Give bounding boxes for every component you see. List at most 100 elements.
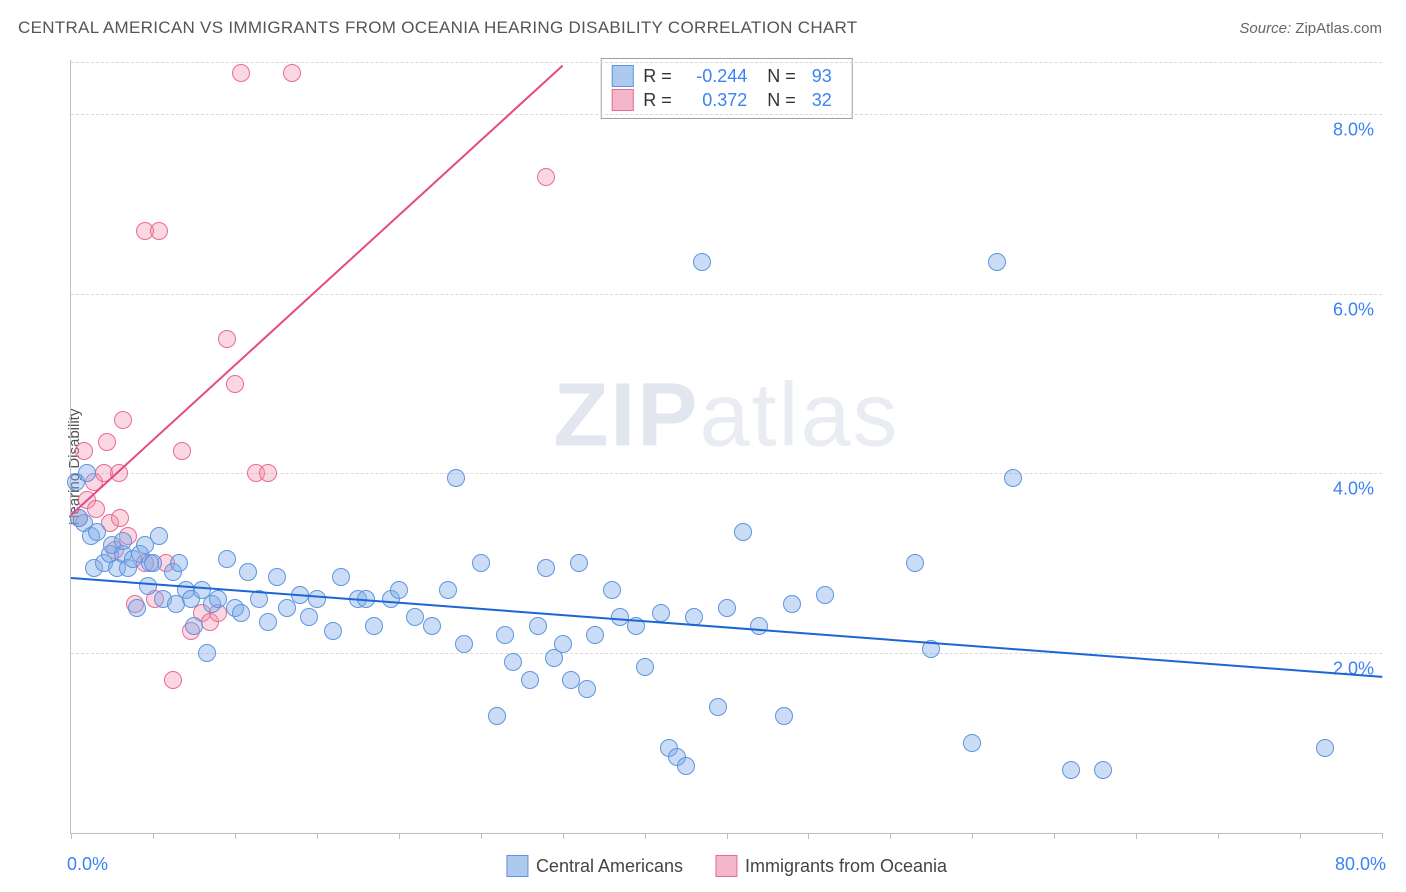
data-point-blue bbox=[521, 671, 539, 689]
x-tick bbox=[808, 833, 809, 839]
data-point-blue bbox=[570, 554, 588, 572]
data-point-blue bbox=[324, 622, 342, 640]
bottom-legend-item-pink: Immigrants from Oceania bbox=[715, 855, 947, 877]
legend-r-label: R = bbox=[643, 88, 673, 112]
data-point-blue bbox=[529, 617, 547, 635]
data-point-blue bbox=[906, 554, 924, 572]
data-point-pink bbox=[173, 442, 191, 460]
legend-row-blue: R =-0.244N =93 bbox=[611, 64, 840, 88]
x-tick bbox=[71, 833, 72, 839]
bottom-legend-label: Immigrants from Oceania bbox=[745, 856, 947, 877]
data-point-blue bbox=[332, 568, 350, 586]
bottom-legend-label: Central Americans bbox=[536, 856, 683, 877]
legend-r-value: 0.372 bbox=[683, 88, 747, 112]
x-tick bbox=[153, 833, 154, 839]
data-point-blue bbox=[239, 563, 257, 581]
data-point-pink bbox=[98, 433, 116, 451]
watermark-part2: atlas bbox=[699, 365, 899, 465]
legend-n-value: 93 bbox=[812, 64, 840, 88]
data-point-blue bbox=[496, 626, 514, 644]
data-point-blue bbox=[718, 599, 736, 617]
data-point-pink bbox=[164, 671, 182, 689]
data-point-pink bbox=[150, 222, 168, 240]
data-point-blue bbox=[652, 604, 670, 622]
legend-n-value: 32 bbox=[812, 88, 840, 112]
data-point-blue bbox=[406, 608, 424, 626]
gridline bbox=[71, 62, 1382, 63]
x-tick bbox=[235, 833, 236, 839]
x-tick bbox=[890, 833, 891, 839]
data-point-pink bbox=[232, 64, 250, 82]
x-tick bbox=[972, 833, 973, 839]
x-tick bbox=[1054, 833, 1055, 839]
data-point-blue bbox=[170, 554, 188, 572]
data-point-pink bbox=[114, 411, 132, 429]
x-tick bbox=[399, 833, 400, 839]
data-point-blue bbox=[268, 568, 286, 586]
x-tick bbox=[1300, 833, 1301, 839]
series-legend: Central Americans Immigrants from Oceania bbox=[506, 855, 947, 877]
gridline bbox=[71, 114, 1382, 115]
data-point-blue bbox=[1094, 761, 1112, 779]
data-point-blue bbox=[1316, 739, 1334, 757]
x-tick bbox=[727, 833, 728, 839]
data-point-blue bbox=[963, 734, 981, 752]
data-point-blue bbox=[709, 698, 727, 716]
data-point-blue bbox=[693, 253, 711, 271]
legend-n-label: N = bbox=[767, 64, 796, 88]
x-tick bbox=[317, 833, 318, 839]
data-point-blue bbox=[455, 635, 473, 653]
data-point-pink bbox=[259, 464, 277, 482]
legend-swatch-blue bbox=[611, 65, 633, 87]
x-tick bbox=[1382, 833, 1383, 839]
data-point-blue bbox=[232, 604, 250, 622]
bottom-legend-item-blue: Central Americans bbox=[506, 855, 683, 877]
data-point-blue bbox=[586, 626, 604, 644]
x-tick bbox=[1136, 833, 1137, 839]
plot-area: ZIPatlas R =-0.244N =93R =0.372N =32 Cen… bbox=[70, 60, 1382, 834]
data-point-blue bbox=[636, 658, 654, 676]
data-point-blue bbox=[537, 559, 555, 577]
x-tick-label-min: 0.0% bbox=[67, 854, 108, 875]
data-point-blue bbox=[775, 707, 793, 725]
data-point-pink bbox=[75, 442, 93, 460]
data-point-blue bbox=[209, 590, 227, 608]
data-point-blue bbox=[504, 653, 522, 671]
data-point-blue bbox=[562, 671, 580, 689]
data-point-blue bbox=[78, 464, 96, 482]
data-point-pink bbox=[537, 168, 555, 186]
data-point-blue bbox=[750, 617, 768, 635]
gridline bbox=[71, 294, 1382, 295]
y-tick-label: 8.0% bbox=[1333, 119, 1374, 140]
data-point-blue bbox=[816, 586, 834, 604]
source-value: ZipAtlas.com bbox=[1295, 20, 1382, 37]
x-tick bbox=[563, 833, 564, 839]
y-tick-label: 4.0% bbox=[1333, 479, 1374, 500]
correlation-legend: R =-0.244N =93R =0.372N =32 bbox=[600, 58, 853, 119]
chart-title: CENTRAL AMERICAN VS IMMIGRANTS FROM OCEA… bbox=[18, 18, 858, 38]
data-point-blue bbox=[144, 554, 162, 572]
data-point-blue bbox=[1004, 469, 1022, 487]
data-point-blue bbox=[603, 581, 621, 599]
legend-swatch-blue bbox=[506, 855, 528, 877]
legend-n-label: N = bbox=[767, 88, 796, 112]
data-point-blue bbox=[677, 757, 695, 775]
x-tick bbox=[1218, 833, 1219, 839]
data-point-blue bbox=[198, 644, 216, 662]
data-point-blue bbox=[88, 523, 106, 541]
data-point-blue bbox=[185, 617, 203, 635]
legend-r-label: R = bbox=[643, 64, 673, 88]
data-point-blue bbox=[300, 608, 318, 626]
legend-row-pink: R = 0.372 N = 32 bbox=[611, 88, 840, 112]
data-point-blue bbox=[1062, 761, 1080, 779]
data-point-blue bbox=[150, 527, 168, 545]
x-tick bbox=[481, 833, 482, 839]
data-point-blue bbox=[278, 599, 296, 617]
source-label: Source: bbox=[1239, 20, 1291, 37]
chart-source: Source: ZipAtlas.com bbox=[1239, 20, 1382, 37]
data-point-blue bbox=[390, 581, 408, 599]
data-point-blue bbox=[365, 617, 383, 635]
data-point-blue bbox=[423, 617, 441, 635]
trend-line-pink bbox=[70, 65, 563, 516]
x-tick-label-max: 80.0% bbox=[1335, 854, 1386, 875]
